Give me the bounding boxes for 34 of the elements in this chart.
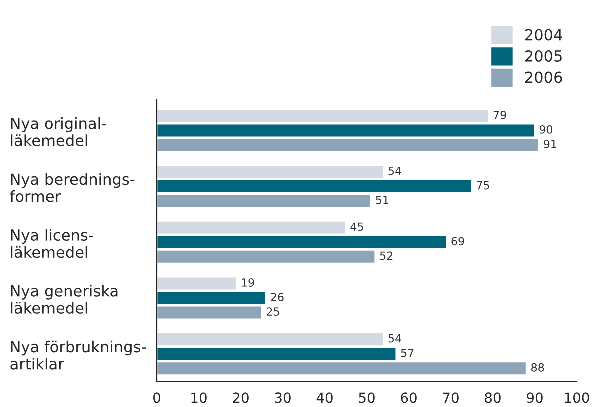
- x-tick-label: 100: [565, 392, 590, 404]
- data-label: 90: [540, 126, 553, 134]
- x-tick-label: 20: [233, 392, 249, 404]
- data-label: 54: [388, 334, 402, 343]
- x-tick-label: 0: [153, 392, 160, 404]
- data-label: 69: [452, 237, 464, 246]
- data-label: 52: [380, 252, 393, 260]
- legend-label: 2006: [525, 72, 562, 84]
- x-tick-label: 80: [485, 392, 501, 404]
- x-tick-label: 90: [527, 392, 543, 404]
- y-tick-label: Nya original- läkemedel: [11, 118, 106, 146]
- x-tick-label: 10: [192, 392, 207, 404]
- data-label: 75: [477, 182, 490, 190]
- x-tick-label: 60: [401, 392, 417, 404]
- legend-label: 2004: [525, 29, 562, 41]
- y-tick-label: Nya förbruknings- artiklar: [10, 340, 146, 370]
- data-label: 88: [532, 363, 544, 372]
- x-tick-label: 40: [316, 392, 333, 404]
- data-label: 19: [242, 278, 254, 287]
- y-tick-label: Nya berednings- former: [10, 173, 135, 202]
- data-label: 91: [544, 140, 556, 148]
- data-label: 79: [494, 111, 506, 120]
- y-tick-label: Nya licens- läkemedel: [11, 229, 94, 258]
- data-label: 57: [401, 349, 414, 358]
- data-label: 45: [350, 222, 364, 232]
- data-label: 51: [376, 196, 388, 204]
- data-label: 25: [266, 308, 280, 316]
- x-tick-label: 70: [443, 392, 459, 404]
- data-label: 54: [388, 167, 402, 176]
- legend-label: 2005: [525, 50, 562, 62]
- x-tick-label: 30: [275, 392, 291, 404]
- y-tick-label: Nya generiska läkemedel: [11, 285, 118, 314]
- data-label: 26: [271, 293, 284, 302]
- x-tick-label: 50: [359, 392, 375, 404]
